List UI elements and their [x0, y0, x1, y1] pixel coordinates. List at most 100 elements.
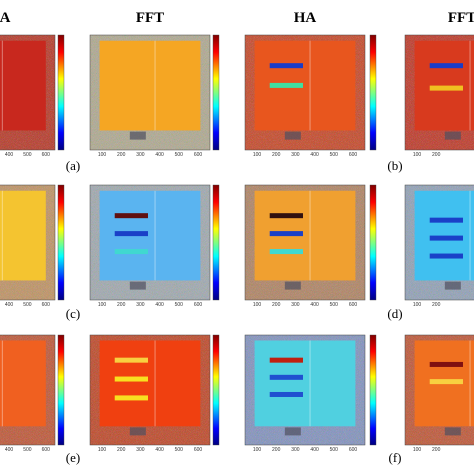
- colorbar: [369, 184, 377, 301]
- fixture: [444, 131, 461, 140]
- frame: [244, 184, 366, 301]
- defect-stripe: [429, 85, 463, 91]
- defect-stripe: [269, 249, 303, 255]
- frame: [0, 34, 56, 151]
- defect-stripe: [429, 379, 463, 385]
- fixture: [444, 281, 461, 290]
- defect-stripe: [429, 253, 463, 259]
- x-tick-label: 600: [194, 152, 203, 158]
- frame: [89, 34, 211, 151]
- x-tick-label: 200: [272, 302, 281, 308]
- x-tick-label: 100: [98, 447, 107, 453]
- defect-stripe: [114, 231, 148, 237]
- x-tick-label: 300: [136, 302, 145, 308]
- x-tick-label: 600: [194, 302, 203, 308]
- colorbar: [212, 334, 220, 446]
- column-header: HA: [294, 10, 317, 26]
- colorbar: [57, 334, 65, 446]
- defect-stripe: [429, 361, 463, 367]
- defect-stripe: [269, 231, 303, 237]
- x-tick-label: 500: [23, 302, 32, 308]
- defect-stripe: [269, 374, 303, 380]
- column-header: FFT: [136, 10, 164, 26]
- defect-stripe: [269, 63, 303, 69]
- x-tick-label: 400: [310, 447, 319, 453]
- x-tick-label: 100: [413, 152, 422, 158]
- x-tick-label: 200: [272, 152, 281, 158]
- frame: [404, 334, 474, 446]
- plate: [0, 40, 46, 131]
- defect-stripe: [429, 63, 463, 69]
- panel-label: (b): [387, 158, 402, 173]
- x-tick-label: 400: [5, 447, 14, 453]
- x-tick-label: 300: [291, 302, 300, 308]
- x-tick-label: 500: [23, 447, 32, 453]
- defect-stripe: [269, 391, 303, 397]
- colorbar: [369, 34, 377, 151]
- x-tick-label: 200: [432, 447, 441, 453]
- plate: [99, 40, 201, 131]
- defect-stripe: [269, 357, 303, 363]
- x-tick-label: 600: [349, 152, 358, 158]
- x-tick-label: 100: [253, 302, 262, 308]
- x-tick-label: 200: [432, 152, 441, 158]
- frame: [0, 334, 56, 446]
- frame: [404, 34, 474, 151]
- x-tick-label: 400: [310, 152, 319, 158]
- fixture: [129, 281, 146, 290]
- x-tick-label: 300: [136, 447, 145, 453]
- defect-stripe: [269, 82, 303, 88]
- frame: [244, 334, 366, 446]
- fixture: [444, 427, 461, 436]
- x-tick-label: 500: [330, 152, 339, 158]
- colorbar: [57, 184, 65, 301]
- x-tick-label: 400: [5, 302, 14, 308]
- defect-stripe: [269, 213, 303, 219]
- x-tick-label: 400: [155, 447, 164, 453]
- frame: [89, 334, 211, 446]
- frame: [404, 184, 474, 301]
- x-tick-label: 600: [349, 302, 358, 308]
- x-tick-label: 300: [136, 152, 145, 158]
- panel-label: (c): [66, 306, 80, 321]
- x-tick-label: 200: [117, 447, 126, 453]
- x-tick-label: 500: [330, 302, 339, 308]
- x-tick-label: 400: [155, 302, 164, 308]
- defect-stripe: [114, 249, 148, 255]
- column-header: A: [0, 10, 11, 26]
- x-tick-label: 500: [175, 152, 184, 158]
- defect-stripe: [114, 357, 148, 363]
- x-tick-label: 300: [291, 152, 300, 158]
- x-tick-label: 100: [98, 152, 107, 158]
- defect-stripe: [114, 395, 148, 401]
- panel-label: (e): [66, 450, 80, 465]
- x-tick-label: 200: [117, 302, 126, 308]
- plate: [254, 340, 356, 427]
- x-tick-label: 400: [5, 152, 14, 158]
- x-tick-label: 600: [42, 302, 51, 308]
- defect-stripe: [429, 217, 463, 223]
- frame: [89, 184, 211, 301]
- x-tick-label: 600: [42, 447, 51, 453]
- x-tick-label: 200: [117, 152, 126, 158]
- x-tick-label: 100: [253, 152, 262, 158]
- x-tick-label: 100: [413, 302, 422, 308]
- panel-label: (d): [387, 306, 402, 321]
- x-tick-label: 500: [175, 447, 184, 453]
- plate: [0, 190, 46, 281]
- x-tick-label: 400: [155, 152, 164, 158]
- frame: [0, 184, 56, 301]
- x-tick-label: 500: [175, 302, 184, 308]
- x-tick-label: 300: [291, 447, 300, 453]
- x-tick-label: 600: [42, 152, 51, 158]
- x-tick-label: 200: [432, 302, 441, 308]
- column-header: FFT: [448, 10, 474, 26]
- defect-stripe: [429, 235, 463, 241]
- x-tick-label: 600: [349, 447, 358, 453]
- x-tick-label: 500: [23, 152, 32, 158]
- x-tick-label: 600: [194, 447, 203, 453]
- frame: [244, 34, 366, 151]
- defect-stripe: [114, 376, 148, 382]
- fixture: [284, 131, 301, 140]
